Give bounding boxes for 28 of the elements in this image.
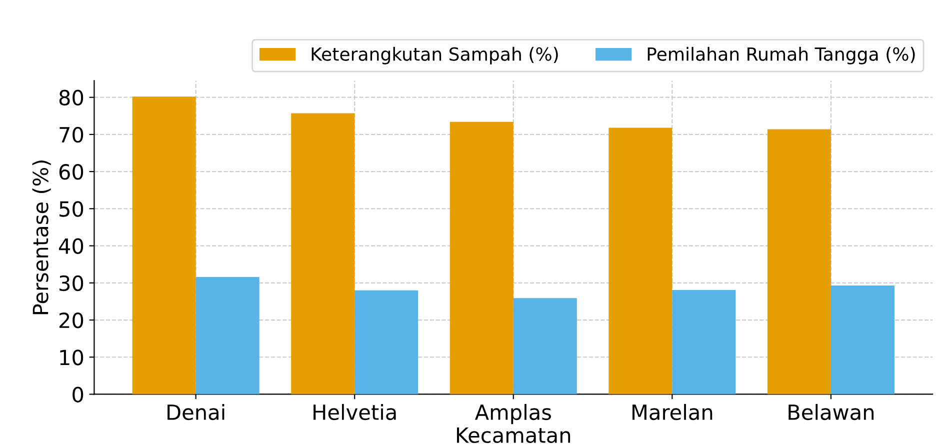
y-tick-label: 50 (60, 201, 84, 217)
y-tick-label: 20 (59, 312, 84, 328)
y-tick-label: 70 (60, 126, 84, 143)
y-tick-label: 80 (59, 90, 84, 106)
bar (608, 128, 672, 394)
bar (291, 113, 355, 394)
bar (132, 96, 196, 394)
bar (196, 276, 260, 394)
legend-label: Pemilahan Rumah Tangga (%) (648, 46, 915, 64)
y-tick-label: 10 (60, 350, 84, 366)
bar (672, 290, 736, 394)
x-tick-label: Marelan (632, 404, 712, 420)
y-tick-label: 30 (60, 275, 84, 292)
bar (354, 290, 418, 394)
bar (830, 286, 894, 394)
y-tick-label: 0 (72, 386, 84, 402)
bar (767, 129, 831, 394)
x-axis-title: Kecamatan (457, 428, 570, 444)
bar (450, 122, 514, 394)
x-tick-label: Belawan (788, 404, 874, 420)
y-tick-label: 40 (58, 238, 84, 254)
legend-label: Keterangkutan Sampah (%) (312, 46, 558, 64)
x-tick-label: Amplas (474, 404, 551, 424)
bar (513, 298, 577, 394)
y-tick-label: 60 (59, 164, 84, 180)
x-tick-label: Helvetia (314, 404, 396, 420)
y-axis-title: Persentase (%) (32, 160, 51, 314)
x-tick-label: Denai (168, 404, 224, 420)
